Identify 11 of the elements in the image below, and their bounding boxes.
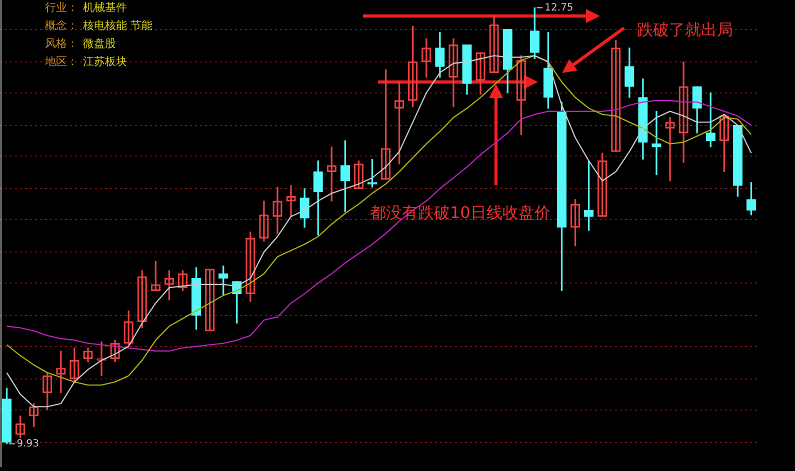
annotation: 跌破了就出局 [637,20,733,39]
annotation: 地区： [45,54,78,70]
annotation: 微盘股 [83,36,116,52]
annotation: 风格： [45,36,78,52]
annotation: 机械基件 [83,0,127,16]
annotation: 9.93 [16,438,40,450]
annotation: 核电核能 节能 [83,18,152,34]
annotation: 12.75 [544,2,574,14]
annotation: 行业： [45,0,78,16]
annotation: 江苏板块 [83,54,127,70]
annotation: 概念： [45,18,78,34]
